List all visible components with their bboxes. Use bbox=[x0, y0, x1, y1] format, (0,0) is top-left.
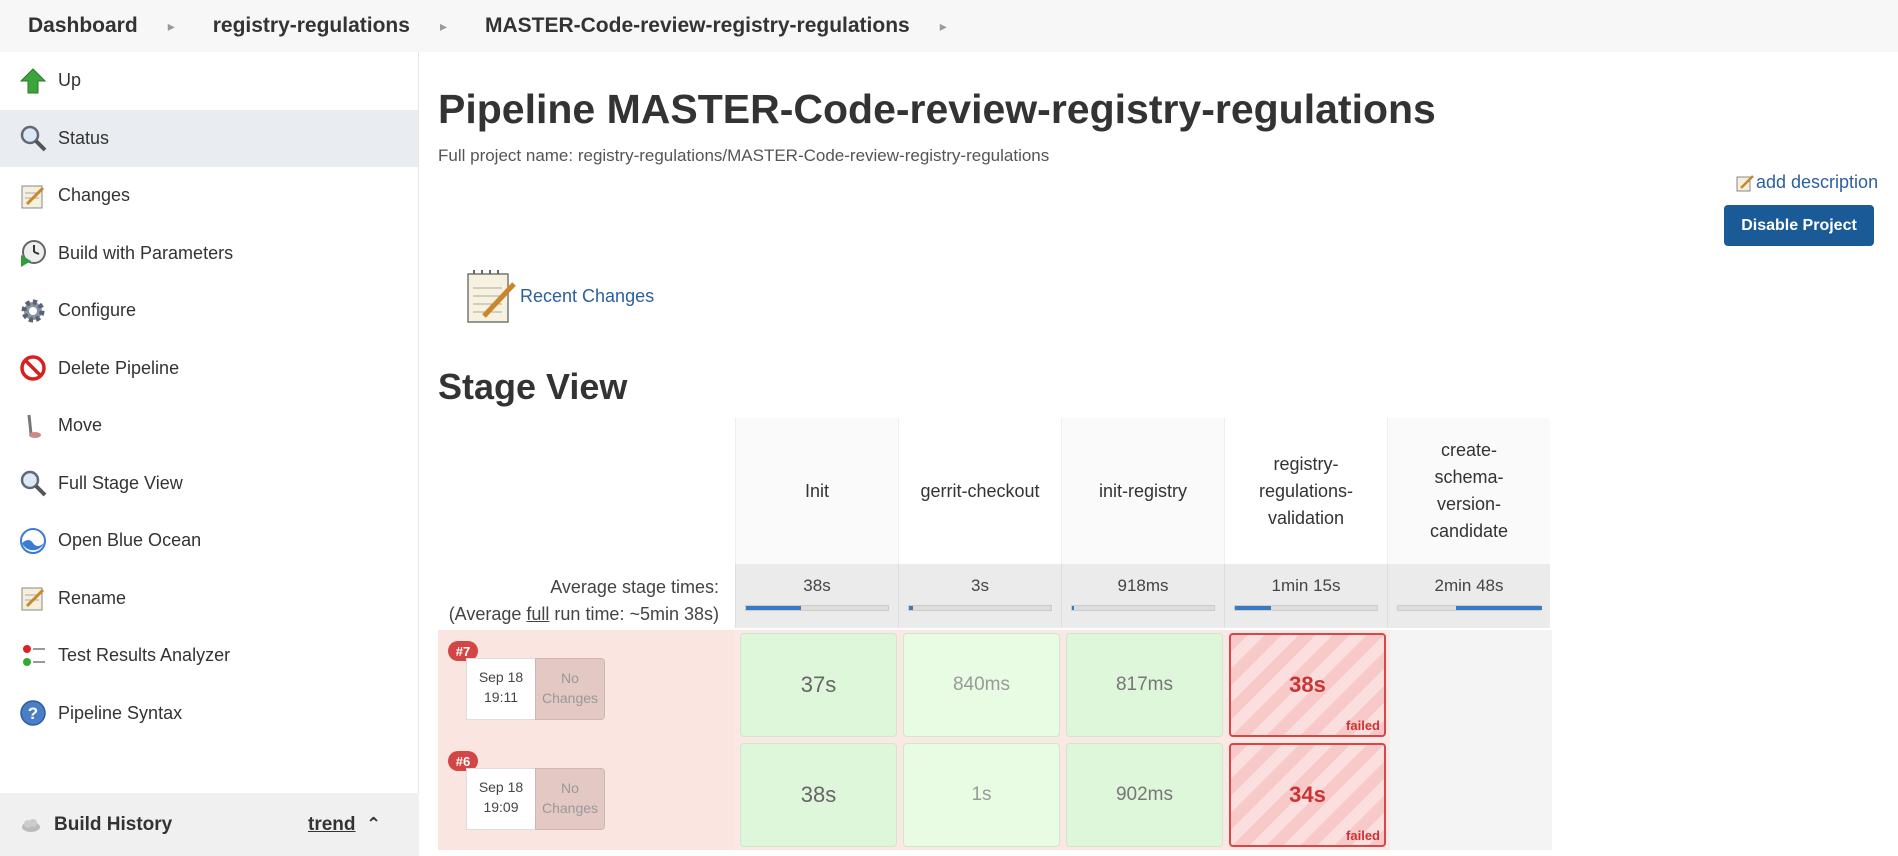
avg-time-cell: 38s bbox=[735, 564, 898, 628]
build-number-badge[interactable]: #7 bbox=[448, 641, 478, 661]
chevron-up-icon[interactable]: ⌃ bbox=[366, 814, 382, 834]
sidebar-item-label: Test Results Analyzer bbox=[58, 645, 231, 666]
stage-header-init: Init bbox=[735, 418, 898, 564]
chevron-right-icon[interactable]: ▸ bbox=[167, 17, 175, 34]
sidebar-item-label: Open Blue Ocean bbox=[58, 530, 202, 551]
sidebar-item-label: Delete Pipeline bbox=[58, 357, 180, 378]
build-number-badge[interactable]: #6 bbox=[448, 751, 478, 771]
notepad-icon bbox=[18, 181, 48, 211]
full-project-name: Full project name: registry-regulations/… bbox=[438, 146, 1050, 165]
svg-text:?: ? bbox=[28, 704, 38, 723]
failed-label: failed bbox=[1346, 718, 1380, 733]
empty-stage-cell bbox=[1389, 630, 1552, 740]
chevron-right-icon[interactable]: ▸ bbox=[439, 17, 447, 34]
sidebar-item-label: Changes bbox=[58, 185, 131, 206]
stage-cell-registry-regulations-validation[interactable]: 34s failed bbox=[1229, 743, 1386, 847]
stage-cell-registry-regulations-validation[interactable]: 38s failed bbox=[1229, 633, 1386, 737]
stage-cell-gerrit-checkout[interactable]: 840ms bbox=[903, 633, 1060, 737]
no-changes-label: No Changes bbox=[535, 768, 605, 830]
stage-cell-init[interactable]: 38s bbox=[740, 743, 897, 847]
stage-cell-init-registry[interactable]: 817ms bbox=[1066, 633, 1223, 737]
magnifier-icon bbox=[18, 468, 48, 498]
trend-link[interactable]: trend bbox=[308, 813, 356, 835]
empty-stage-cell bbox=[1389, 740, 1552, 850]
build-history-label: Build History bbox=[54, 813, 173, 835]
edit-icon bbox=[1736, 174, 1754, 191]
sidebar-item-delete-pipeline[interactable]: Delete Pipeline bbox=[0, 340, 418, 398]
magnifier-icon bbox=[18, 123, 48, 153]
help-icon: ? bbox=[18, 698, 48, 728]
stage-view-title: Stage View bbox=[438, 366, 628, 407]
page-title: Pipeline MASTER-Code-review-registry-reg… bbox=[438, 86, 1436, 132]
move-icon bbox=[18, 411, 48, 441]
cloud-icon bbox=[20, 817, 42, 833]
recent-changes-label: Recent Changes bbox=[520, 285, 655, 306]
stage-header-registry-regulations-validation: registry-regulations-validation bbox=[1224, 418, 1387, 564]
sidebar-item-label: Status bbox=[58, 127, 110, 148]
sidebar: Up Status Changes Build with Parameters … bbox=[0, 52, 419, 856]
chevron-right-icon[interactable]: ▸ bbox=[939, 17, 947, 34]
sidebar-item-changes[interactable]: Changes bbox=[0, 167, 418, 225]
sidebar-item-label: Full Stage View bbox=[58, 472, 183, 493]
avg-time-cell: 918ms bbox=[1061, 564, 1224, 628]
sidebar-item-rename[interactable]: Rename bbox=[0, 570, 418, 628]
sidebar-item-open-blue-ocean[interactable]: Open Blue Ocean bbox=[0, 512, 418, 570]
recent-changes-link[interactable]: Recent Changes bbox=[462, 266, 654, 326]
sidebar-item-full-stage-view[interactable]: Full Stage View bbox=[0, 455, 418, 513]
sidebar-item-label: Up bbox=[58, 70, 82, 91]
disable-project-button[interactable]: Disable Project bbox=[1724, 205, 1874, 246]
average-times-label: Average stage times: (Average full run t… bbox=[448, 577, 719, 624]
stage-header-gerrit-checkout: gerrit-checkout bbox=[898, 418, 1061, 564]
add-description-link[interactable]: add description bbox=[1736, 172, 1878, 193]
breadcrumb-dashboard[interactable]: Dashboard bbox=[28, 14, 138, 37]
gear-icon bbox=[18, 296, 48, 326]
sidebar-item-label: Move bbox=[58, 415, 103, 436]
sidebar-item-label: Build with Parameters bbox=[58, 242, 234, 263]
avg-time-cell: 2min 48s bbox=[1387, 564, 1550, 628]
breadcrumb-job[interactable]: MASTER-Code-review-registry-regulations bbox=[484, 14, 910, 37]
build-date: Sep 18 19:09 bbox=[466, 768, 536, 830]
breadcrumb: Dashboard ▸ registry-regulations ▸ MASTE… bbox=[0, 0, 1898, 52]
blue-ocean-icon bbox=[18, 526, 48, 556]
avg-time-cell: 3s bbox=[898, 564, 1061, 628]
sidebar-item-build-with-parameters[interactable]: Build with Parameters bbox=[0, 225, 418, 283]
sidebar-item-label: Pipeline Syntax bbox=[58, 702, 183, 723]
sidebar-item-test-results-analyzer[interactable]: Test Results Analyzer bbox=[0, 627, 418, 685]
avg-time-cell: 1min 15s bbox=[1224, 564, 1387, 628]
sidebar-item-pipeline-syntax[interactable]: ? Pipeline Syntax bbox=[0, 685, 418, 743]
sidebar-item-configure[interactable]: Configure bbox=[0, 282, 418, 340]
clock-play-icon bbox=[18, 238, 48, 268]
stage-cell-init-registry[interactable]: 902ms bbox=[1066, 743, 1223, 847]
sidebar-item-move[interactable]: Move bbox=[0, 397, 418, 455]
no-entry-icon bbox=[18, 353, 48, 383]
build-history-header[interactable]: Build History trend ⌃ bbox=[0, 793, 419, 856]
add-description-label: add description bbox=[1756, 172, 1879, 192]
failed-label: failed bbox=[1346, 828, 1380, 843]
build-date: Sep 18 19:11 bbox=[466, 658, 536, 720]
stage-cell-init[interactable]: 37s bbox=[740, 633, 897, 737]
up-arrow-icon bbox=[18, 66, 48, 96]
notepad-icon bbox=[18, 583, 48, 613]
breadcrumb-registry-regulations[interactable]: registry-regulations bbox=[212, 14, 410, 37]
stage-header-create-schema-version-candidate: create-schema-version-candidate bbox=[1387, 418, 1550, 564]
sidebar-item-up[interactable]: Up bbox=[0, 52, 418, 110]
sidebar-item-label: Rename bbox=[58, 587, 127, 608]
sidebar-item-label: Configure bbox=[58, 300, 137, 321]
no-changes-label: No Changes bbox=[535, 658, 605, 720]
notepad-icon bbox=[467, 270, 516, 323]
stage-header-init-registry: init-registry bbox=[1061, 418, 1224, 564]
stage-cell-gerrit-checkout[interactable]: 1s bbox=[903, 743, 1060, 847]
test-results-icon bbox=[18, 641, 48, 671]
sidebar-item-status[interactable]: Status bbox=[0, 109, 418, 167]
